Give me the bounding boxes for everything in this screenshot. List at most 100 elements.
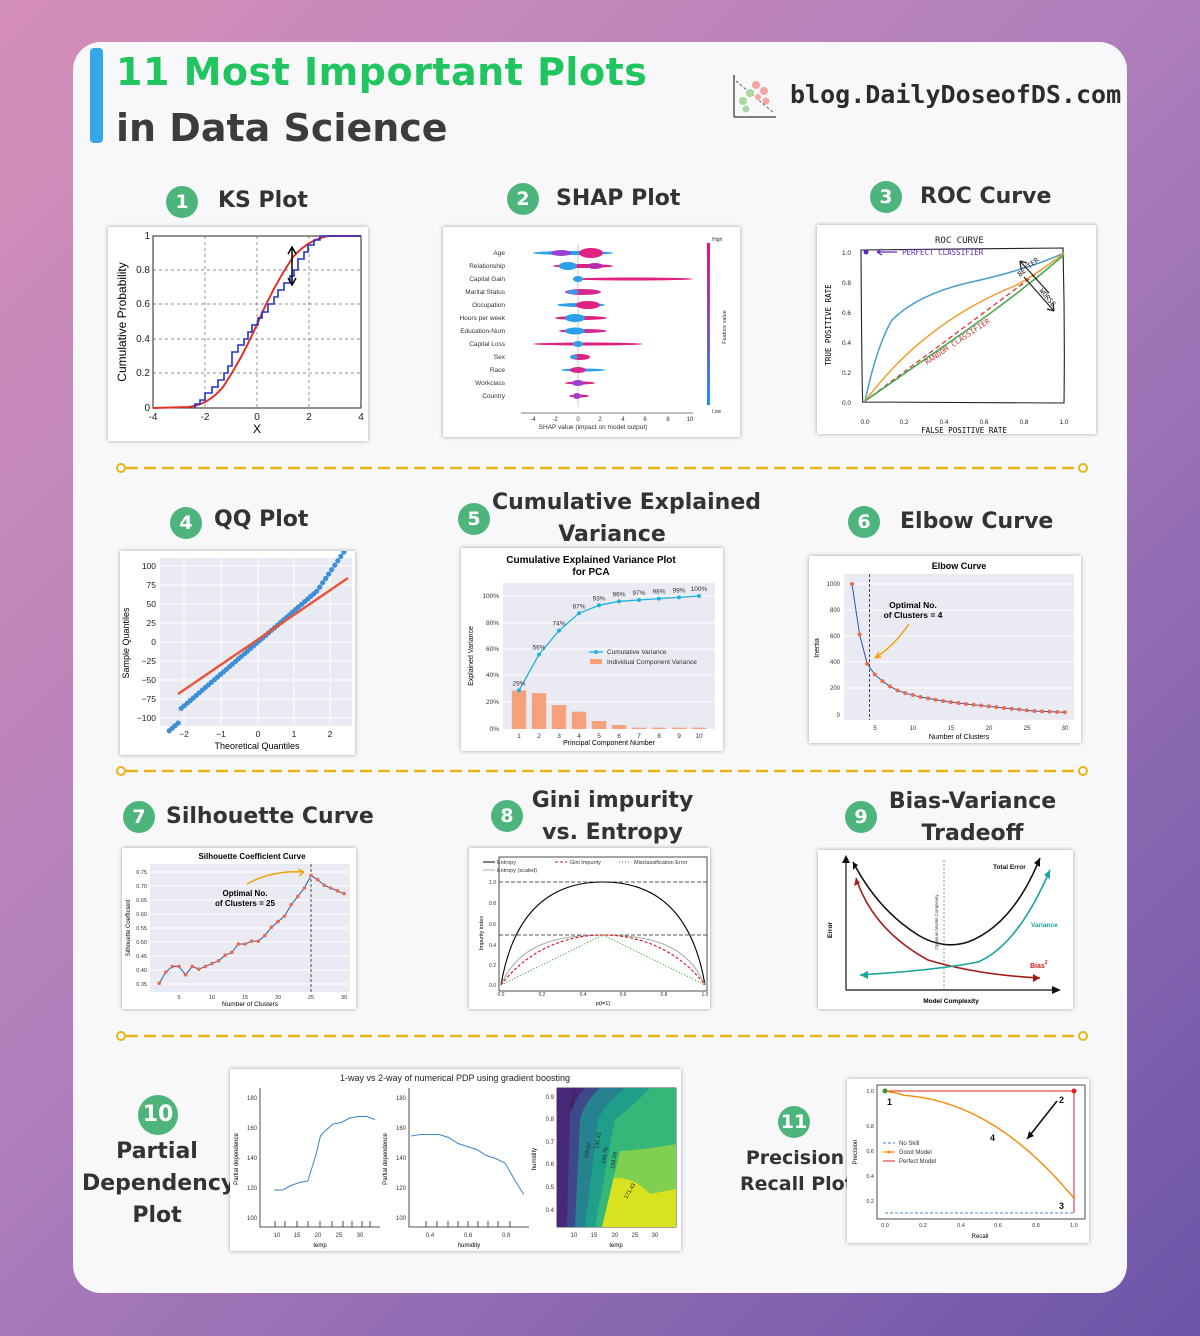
elbow-point: [857, 632, 862, 637]
elbow-xtick: 25: [1024, 726, 1031, 732]
sil-point: [164, 970, 168, 974]
elbow-ylabel: Inertia: [814, 638, 821, 658]
elbow-xlabel: Number of Clusters: [929, 734, 990, 741]
pr-legend-good: Good Model: [899, 1150, 932, 1156]
sil-title: Silhouette Coefficient Curve: [198, 852, 306, 861]
cev-data-label: 87%: [572, 603, 585, 610]
shap-feature: Workclass: [475, 380, 506, 387]
cev-bar: [631, 727, 647, 729]
gini-xlabel: p(i=1): [596, 1001, 610, 1007]
sil-ytick: 0.45: [136, 954, 147, 960]
shap-xtick: 10: [687, 417, 694, 423]
cev-bar: [671, 727, 687, 729]
section-divider: [116, 1031, 1088, 1041]
ks-ytick: 1: [144, 231, 150, 242]
elbow-point: [1024, 708, 1029, 713]
sil-point: [289, 903, 293, 907]
elbow-curve-plot: Elbow Curve Optimal No. of Clusters = 4 …: [809, 556, 1081, 743]
shap-feature: Education-Num: [460, 328, 505, 335]
label-cumulative-explained-variance: Cumulative Explained Variance: [492, 487, 761, 551]
cev-title-1: Cumulative Explained Variance Plot: [506, 555, 676, 566]
roc-ylabel: TRUE POSITIVE RATE: [824, 284, 833, 366]
pr-marker-3: 3: [1059, 1201, 1064, 1211]
pr-ytick: 0.8: [866, 1124, 874, 1130]
roc-xtick: 1.0: [1059, 419, 1068, 426]
qq-point: [329, 567, 335, 573]
cev-bar: [571, 711, 587, 729]
cev-point: [597, 603, 601, 608]
label-roc-curve: ROC Curve: [920, 184, 1052, 209]
roc-ytick: 0.2: [842, 370, 851, 377]
cev-point: [557, 628, 561, 633]
sil-point: [335, 889, 340, 893]
label-line: Variance: [558, 522, 666, 547]
qq-xtick: −1: [216, 729, 226, 739]
gini-ytick: 1.0: [489, 880, 496, 886]
cev-data-label: 99%: [672, 587, 685, 594]
elbow-xtick: 5: [873, 726, 877, 732]
elbow-point: [1055, 709, 1060, 714]
roc-title: ROC CURVE: [935, 236, 984, 246]
label-line: Partial: [116, 1139, 198, 1164]
shap-xtick: -4: [530, 417, 536, 423]
cev-xtick: 8: [657, 733, 661, 740]
pdp-ytick-humidity: 0.4: [546, 1208, 555, 1214]
roc-better-label: BETTER: [1016, 256, 1041, 279]
elbow-xtick: 15: [948, 726, 955, 732]
badge-6: 6: [848, 506, 880, 538]
qq-ytick: −100: [137, 713, 156, 723]
gini-xtick: 0.6: [620, 992, 627, 998]
pdp-ytick: 120: [247, 1186, 258, 1192]
badge-11: 11: [778, 1106, 810, 1138]
roc-xtick: 0.2: [899, 419, 908, 426]
cev-point: [617, 599, 621, 604]
cev-data-label: 96%: [612, 591, 625, 598]
sil-point: [302, 886, 307, 890]
sil-ytick: 0.40: [136, 968, 147, 974]
pdp-ytick: 160: [247, 1126, 258, 1132]
label-line: Gini impurity: [531, 788, 694, 813]
sil-xtick: 15: [242, 995, 248, 1001]
bv-bias-label: Bias2: [1030, 960, 1048, 970]
sil-point: [256, 939, 260, 943]
pdp-ytick: 140: [247, 1156, 258, 1162]
qq-point: [326, 571, 332, 577]
title-accent-bar: [90, 48, 103, 143]
pdp-contour-label: 131.41: [594, 1132, 603, 1150]
elbow-point: [933, 697, 938, 702]
pdp-xtick: 0.8: [502, 1233, 511, 1239]
sil-annotation-2: of Clusters = 25: [215, 899, 275, 908]
shap-feature: Occupation: [472, 302, 505, 309]
qq-xlabel: Theoretical Quantiles: [214, 741, 300, 751]
gini-ylabel: Impurity index: [479, 916, 485, 950]
sil-point: [170, 964, 175, 969]
title-line-2: in Data Science: [116, 106, 448, 150]
sil-point: [203, 964, 208, 969]
roc-random-label: RANDOM CLASSIFIER: [923, 316, 992, 367]
sil-ytick: 0.55: [136, 926, 147, 932]
pr-marker-2: 2: [1059, 1095, 1064, 1105]
cev-point: [517, 688, 521, 693]
cev-xtick: 7: [637, 733, 641, 740]
brand-url: blog.DailyDoseofDS.com: [790, 80, 1122, 109]
sil-point: [177, 964, 181, 969]
label-partial-dependency-plot: Partial Dependency Plot: [82, 1136, 235, 1232]
qq-ytick: 75: [147, 580, 157, 590]
shap-xtick: 4: [621, 417, 625, 423]
label-precision-recall-plot: Precision Recall Plot: [740, 1145, 854, 1197]
elbow-xtick: 10: [910, 726, 917, 732]
elbow-point: [1002, 705, 1006, 710]
gini-legend-entropy: Entropy: [497, 860, 516, 866]
pdp-ytick: 160: [396, 1126, 407, 1132]
qq-ytick: 25: [147, 618, 157, 628]
qq-point: [323, 575, 329, 581]
ks-xlabel: X: [253, 422, 261, 436]
cev-xtick: 5: [597, 733, 601, 740]
section-divider: [116, 766, 1088, 776]
pr-legend-perfect: Perfect Model: [899, 1159, 936, 1165]
pdp-xtick: 15: [591, 1233, 598, 1239]
gini-xtick: 0.0: [498, 992, 505, 998]
pr-marker-4: 4: [990, 1133, 995, 1143]
elbow-ytick: 1000: [827, 582, 841, 588]
pr-ytick: 0.2: [866, 1199, 874, 1205]
